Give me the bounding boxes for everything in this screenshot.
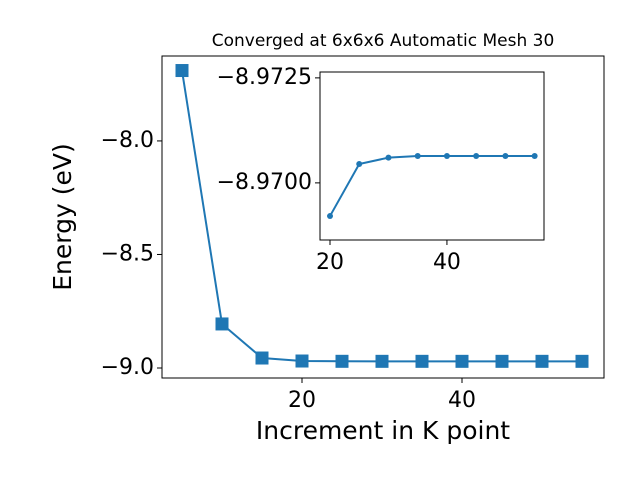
marker [175,64,189,78]
marker [295,354,309,368]
chart-title: Converged at 6x6x6 Automatic Mesh 30 [212,31,555,51]
marker [335,354,349,368]
marker [385,154,392,161]
y-tick-label: −8.0 [101,128,154,153]
marker [443,153,450,159]
y-axis-label: Energy (eV) [48,143,77,290]
marker [375,354,389,368]
marker [255,351,269,365]
x-tick-label: 20 [288,388,316,413]
x-tick-label: 20 [316,250,344,275]
series-line [329,155,535,217]
marker [473,153,480,159]
y-tick-label: −9.0 [101,355,154,380]
y-tick-label: −8.5 [101,241,154,266]
marker [502,153,509,159]
plot-frame [161,55,605,379]
x-tick-label: 40 [433,250,461,275]
marker [535,354,549,368]
marker [356,160,363,167]
marker [414,153,421,159]
marker [531,153,538,159]
marker [575,354,589,368]
marker [495,354,509,368]
y-tick-label: −8.9700 [217,170,312,195]
marker [326,213,333,220]
y-tick-label: −8.9725 [217,65,312,90]
plot-frame [319,71,545,241]
marker [455,354,469,368]
marker [215,317,229,331]
marker [415,354,429,368]
x-axis-label: Increment in K point [256,416,510,445]
x-tick-label: 40 [448,388,476,413]
